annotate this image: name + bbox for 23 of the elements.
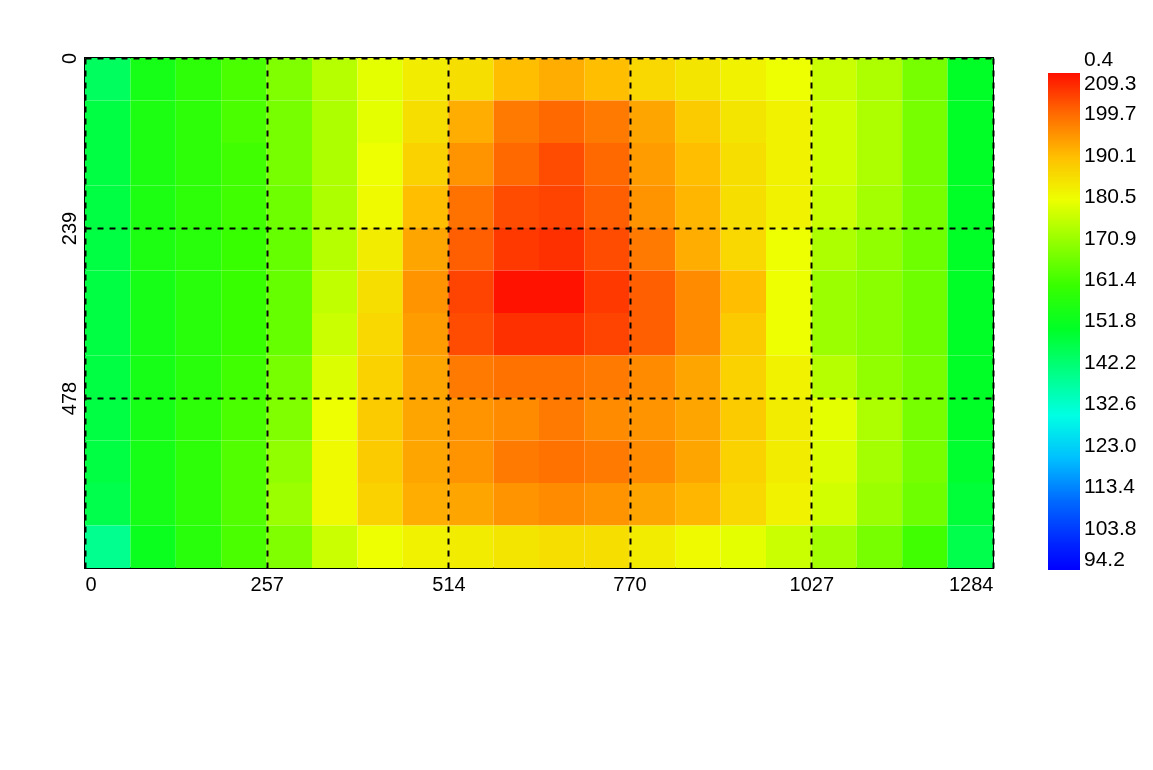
color-bar-label: 113.4 [1084,474,1136,498]
x-tick-label: 514 [432,572,466,595]
color-bar-label: 180.5 [1084,184,1137,208]
color-bar-label: 103.8 [1084,515,1137,539]
color-bar-label: 199.7 [1084,101,1137,125]
x-tick-label: 1027 [789,572,835,595]
color-bar-label: 94.2 [1084,547,1125,570]
color-bar-label: 151.8 [1084,308,1137,332]
y-tick-label: 0 [57,52,80,65]
color-bar-label: 123.0 [1084,432,1137,456]
x-tick-label: 1284 [949,572,994,595]
color-bar-label: 170.9 [1084,225,1137,249]
color-bar-label: 190.1 [1084,142,1137,166]
color-bar-label: 142.2 [1084,349,1137,373]
y-tick-label: 478 [57,381,80,416]
text: 0.4 [1084,47,1114,70]
color-bar-label: 209.3 [1084,71,1137,94]
y-tick-label: 239 [57,211,80,246]
color-bar-label: 132.6 [1084,391,1137,415]
x-tick-label: 770 [613,572,647,595]
x-tick-label: 0 [85,572,97,595]
x-tick-label: 257 [250,572,284,595]
color-bar-label: 161.4 [1084,266,1137,290]
